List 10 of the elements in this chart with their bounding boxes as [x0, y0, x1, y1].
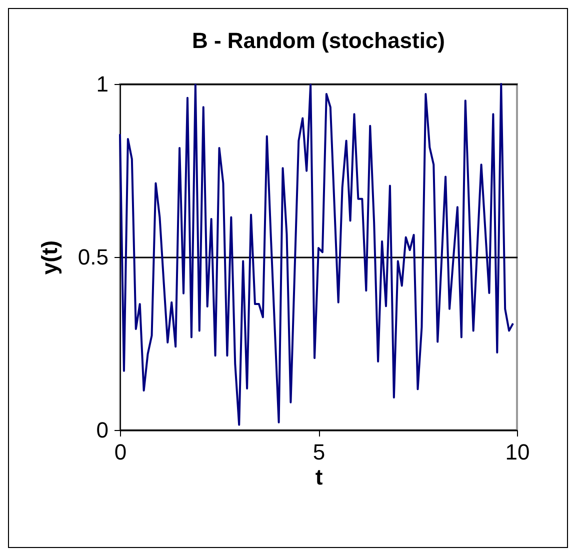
line-series — [119, 83, 514, 426]
y-tick-label: 0 — [96, 418, 108, 442]
x-axis-title: t — [315, 464, 324, 490]
x-tick-label: 10 — [505, 440, 530, 464]
y-axis-title: y(t) — [36, 240, 62, 275]
x-tick-label: 5 — [312, 440, 326, 464]
x-tick-label: 0 — [114, 440, 127, 464]
chart-title: B - Random (stochastic) — [192, 28, 446, 53]
y-tick-label: 1 — [96, 72, 108, 96]
y-tick-label: 0.5 — [78, 244, 108, 270]
